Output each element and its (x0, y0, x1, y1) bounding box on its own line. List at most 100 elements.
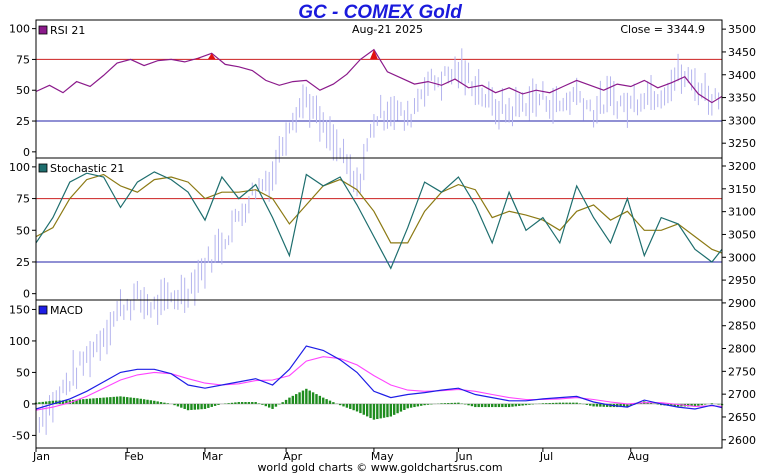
macd-histogram-bar (51, 400, 55, 404)
price-bars-layer (35, 48, 723, 435)
price-tick-label: 2600 (728, 434, 756, 447)
price-tick-label: 3050 (728, 228, 756, 241)
macd-histogram-bar (99, 397, 102, 404)
macd-histogram-bar (325, 399, 328, 404)
grid-layer (36, 58, 722, 405)
macd-histogram-bar (693, 403, 697, 407)
panel-label: Stochastic 21 (50, 162, 124, 175)
macd-histogram-bar (389, 403, 393, 417)
macd-histogram-bar (115, 396, 119, 404)
macd-histogram-bar (602, 403, 605, 407)
macd-histogram-bar (504, 403, 507, 408)
macd-histogram-bar (558, 402, 561, 404)
macd-histogram-bar (524, 403, 528, 406)
macd-histogram-bar (396, 403, 399, 414)
panel-tick-label: 25 (16, 115, 30, 128)
macd-histogram-bar (318, 395, 322, 404)
macd-histogram-bar (102, 397, 105, 404)
macd-histogram-bar (61, 400, 65, 404)
macd-histogram-bar (122, 396, 126, 404)
macd-histogram-bar (359, 403, 362, 414)
macd-histogram-bar (112, 396, 115, 404)
macd-histogram-bar (210, 403, 213, 407)
macd-histogram-bar (690, 403, 693, 407)
macd-histogram-bar (399, 403, 403, 412)
price-tick-label: 3200 (728, 160, 756, 173)
macd-histogram-bar (561, 402, 565, 404)
month-label: Aug (628, 450, 649, 463)
macd-histogram-bar (484, 403, 487, 408)
macd-histogram-bar (251, 402, 254, 404)
panel-label: MACD (50, 304, 83, 317)
macd-histogram-bar (649, 402, 653, 404)
macd-histogram-bar (676, 403, 680, 407)
macd-histogram-bar (207, 403, 210, 408)
macd-signal-line (35, 356, 723, 411)
macd-histogram-bar (240, 402, 244, 404)
macd-histogram-bar (153, 400, 156, 404)
macd-histogram-bar (88, 398, 92, 404)
macd-histogram-bar (592, 403, 595, 407)
month-label: Feb (124, 450, 143, 463)
macd-histogram-bar (430, 403, 433, 405)
macd-histogram-bar (308, 390, 311, 404)
macd-histogram-bar (497, 403, 501, 408)
macd-histogram-bar (393, 403, 396, 415)
price-tick-label: 2750 (728, 365, 756, 378)
macd-histogram-bar (284, 399, 288, 404)
macd-histogram-bar (38, 402, 41, 404)
macd-histogram-bar (622, 403, 626, 408)
macd-histogram-bar (129, 397, 132, 404)
macd-histogram-bar (403, 403, 406, 410)
macd-histogram-bar (271, 403, 274, 409)
macd-histogram-bar (183, 403, 186, 409)
header-date: Aug-21 2025 (352, 23, 423, 36)
macd-histogram-bar (379, 403, 382, 419)
macd-histogram-bar (386, 403, 389, 418)
rsi-line (35, 48, 723, 104)
panel-tick-label: 0 (23, 146, 30, 159)
macd-histogram-bar (423, 403, 426, 406)
price-tick-label: 3300 (728, 114, 756, 127)
macd-histogram-bar (180, 403, 183, 408)
macd-histogram-bar (244, 402, 247, 404)
macd-histogram-bar (92, 398, 95, 404)
macd-histogram-bar (487, 403, 491, 408)
macd-histogram-bar (447, 403, 450, 404)
macd-histogram-bar (95, 398, 99, 404)
macd-histogram-bar (257, 403, 261, 404)
macd-histogram-bar (494, 403, 497, 408)
panel-tick-label: 100 (9, 335, 30, 348)
macd-histogram-bar (416, 403, 420, 407)
macd-histogram-bar (274, 403, 278, 407)
macd-histogram-bar (48, 401, 51, 404)
macd-histogram-bar (311, 392, 315, 404)
macd-histogram-bar (267, 403, 271, 408)
macd-histogram-bar (440, 403, 443, 404)
macd-histogram-bar (126, 397, 129, 404)
price-tick-label: 3150 (728, 183, 756, 196)
macd-histogram-bar (545, 403, 548, 404)
month-label: Jun (454, 450, 472, 463)
macd-histogram-bar (443, 403, 447, 404)
macd-histogram-bar (190, 403, 193, 410)
macd-histogram-bar (342, 403, 345, 407)
price-tick-label: 2650 (728, 411, 756, 424)
macd-histogram-bar (163, 402, 166, 404)
macd-histogram-bar (568, 402, 572, 404)
footer-credit: world gold charts © www.goldchartsrus.co… (257, 461, 503, 474)
macd-histogram-bar (467, 403, 470, 406)
month-label: Mar (202, 450, 223, 463)
macd-histogram-bar (518, 403, 521, 406)
price-tick-label: 3450 (728, 46, 756, 59)
macd-histogram-bar (176, 403, 180, 407)
macd-histogram-bar (139, 398, 142, 404)
macd-histogram-bar (575, 402, 578, 404)
macd-histogram-bar (200, 403, 203, 410)
panel-tick-label: 100 (9, 161, 30, 174)
macd-histogram-bar (197, 403, 200, 410)
macd-histogram-bar (328, 400, 332, 404)
macd-histogram-bar (173, 403, 176, 406)
panel-legend-swatch (38, 163, 48, 173)
macd-histogram-bar (548, 403, 551, 404)
